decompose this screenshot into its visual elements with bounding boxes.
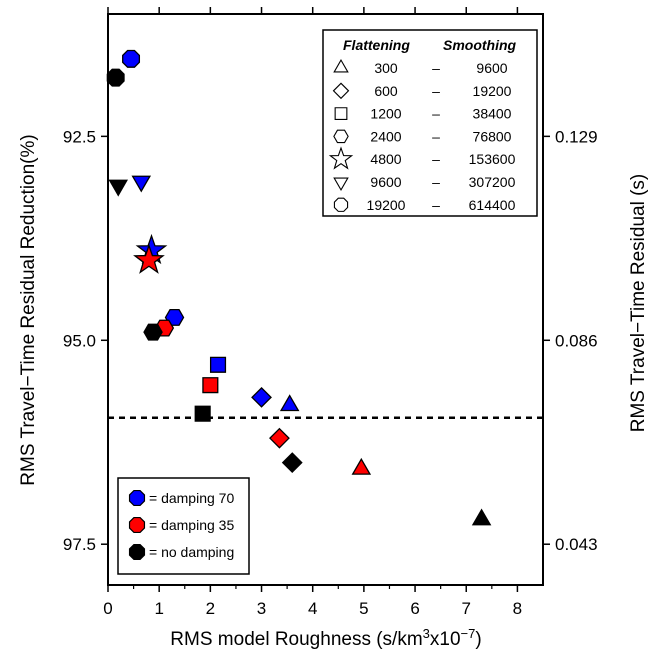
data-point-no-damping-diamond xyxy=(281,452,303,474)
x-tick-label: 7 xyxy=(462,599,471,618)
legend-flattening-value: 9600 xyxy=(370,174,401,190)
legend-flattening-value: 2400 xyxy=(370,128,401,144)
color-legend: = damping 70 = damping 35 = no damping xyxy=(117,477,250,575)
x-tick-label: 4 xyxy=(308,599,317,618)
legend-smoothing-value: 76800 xyxy=(473,128,512,144)
data-point-damping-70-octagon xyxy=(122,49,141,68)
data-point-damping-70-triangle-up xyxy=(279,394,300,412)
tick-layer: 0 1 2 3 4 5 6 7 8 92.5 95.0 97.5 0.129 0.086 0.043 xyxy=(63,7,598,618)
legend-marker-square xyxy=(334,107,348,120)
legend-smoothing-value: 19200 xyxy=(473,83,512,99)
y-left-tick-label: 92.5 xyxy=(63,127,96,146)
y-right-tick-label: 0.086 xyxy=(555,331,598,350)
legend-header-smoothing: Smoothing xyxy=(443,37,517,53)
marker-legend-rows: 300 – 9600 600 – 19200 1200 – 38400 2400 – 76800 480… xyxy=(328,59,516,213)
data-point-damping-70-square xyxy=(209,356,227,373)
y-right-tick-label: 0.043 xyxy=(555,535,598,554)
x-tick-label: 0 xyxy=(103,599,112,618)
data-point-no-damping-square xyxy=(194,405,211,422)
legend-smoothing-value: 153600 xyxy=(469,151,516,167)
legend-smoothing-value: 307200 xyxy=(469,174,516,190)
data-point-damping-70-diamond xyxy=(251,386,272,408)
x-tick-label: 1 xyxy=(154,599,163,618)
legend-header-flattening: Flattening xyxy=(343,37,410,53)
legend-flattening-value: 4800 xyxy=(370,151,401,167)
data-point-damping-70-triangle-down xyxy=(131,175,152,193)
legend-dash: – xyxy=(432,151,440,167)
legend-marker-diamond xyxy=(332,82,350,100)
data-point-no-damping-octagon xyxy=(106,68,125,87)
legend-smoothing-value: 9600 xyxy=(476,60,507,76)
data-point-damping-35-star xyxy=(133,243,165,274)
legend-dash: – xyxy=(432,83,440,99)
y-axis-right-label: RMS Travel−Time Residual (s) xyxy=(628,174,649,433)
legend-dash: – xyxy=(432,128,440,144)
color-legend-swatch xyxy=(128,489,146,507)
legend-dash: – xyxy=(432,174,440,190)
x-tick-label: 8 xyxy=(513,599,522,618)
legend-marker-star xyxy=(328,146,354,170)
data-point-no-damping-triangle-up xyxy=(471,508,492,526)
legend-dash: – xyxy=(432,60,440,76)
data-point-damping-35-diamond xyxy=(269,427,290,449)
legend-flattening-value: 300 xyxy=(374,60,398,76)
legend-dash: – xyxy=(432,197,440,213)
color-legend-label: = damping 70 xyxy=(149,490,234,506)
legend-marker-octagon xyxy=(333,197,349,212)
marker-legend-box xyxy=(322,29,538,217)
legend-flattening-value: 600 xyxy=(374,83,398,99)
y-axis-left-label: RMS Travel−Time Residual Reduction(%) xyxy=(18,134,39,485)
data-point-no-damping-hexagon xyxy=(143,323,163,341)
color-legend-label: = no damping xyxy=(149,544,234,560)
y-left-tick-label: 97.5 xyxy=(63,535,96,554)
color-legend-rows: = damping 70 = damping 35 = no damping xyxy=(128,489,234,561)
plot-frame xyxy=(107,13,544,586)
marker-legend: Flattening Smoothing 300 – 9600 600 – 19200 12… xyxy=(322,29,538,217)
data-point-damping-35-square xyxy=(202,377,219,394)
legend-marker-triangle-up xyxy=(333,59,349,73)
y-right-tick-label: 0.129 xyxy=(555,127,598,146)
x-tick-label: 2 xyxy=(206,599,215,618)
x-tick-label: 3 xyxy=(257,599,266,618)
legend-flattening-value: 1200 xyxy=(370,106,401,122)
legend-smoothing-value: 614400 xyxy=(469,197,516,213)
y-left-tick-label: 95.0 xyxy=(63,331,96,350)
x-tick-label: 5 xyxy=(359,599,368,618)
legend-dash: – xyxy=(432,106,440,122)
legend-marker-triangle-down xyxy=(333,177,349,191)
x-axis-label: RMS model Roughness (s/km3x10−7) xyxy=(170,626,481,650)
legend-marker-hexagon xyxy=(333,129,349,144)
color-legend-swatch xyxy=(128,516,146,534)
color-legend-label: = damping 35 xyxy=(149,517,234,533)
data-point-damping-35-triangle-up xyxy=(351,457,372,475)
data-points xyxy=(106,49,492,526)
legend-smoothing-value: 38400 xyxy=(473,106,512,122)
legend-flattening-value: 19200 xyxy=(367,197,406,213)
x-tick-label: 6 xyxy=(410,599,419,618)
color-legend-swatch xyxy=(128,543,146,561)
data-point-no-damping-triangle-down xyxy=(108,179,128,197)
